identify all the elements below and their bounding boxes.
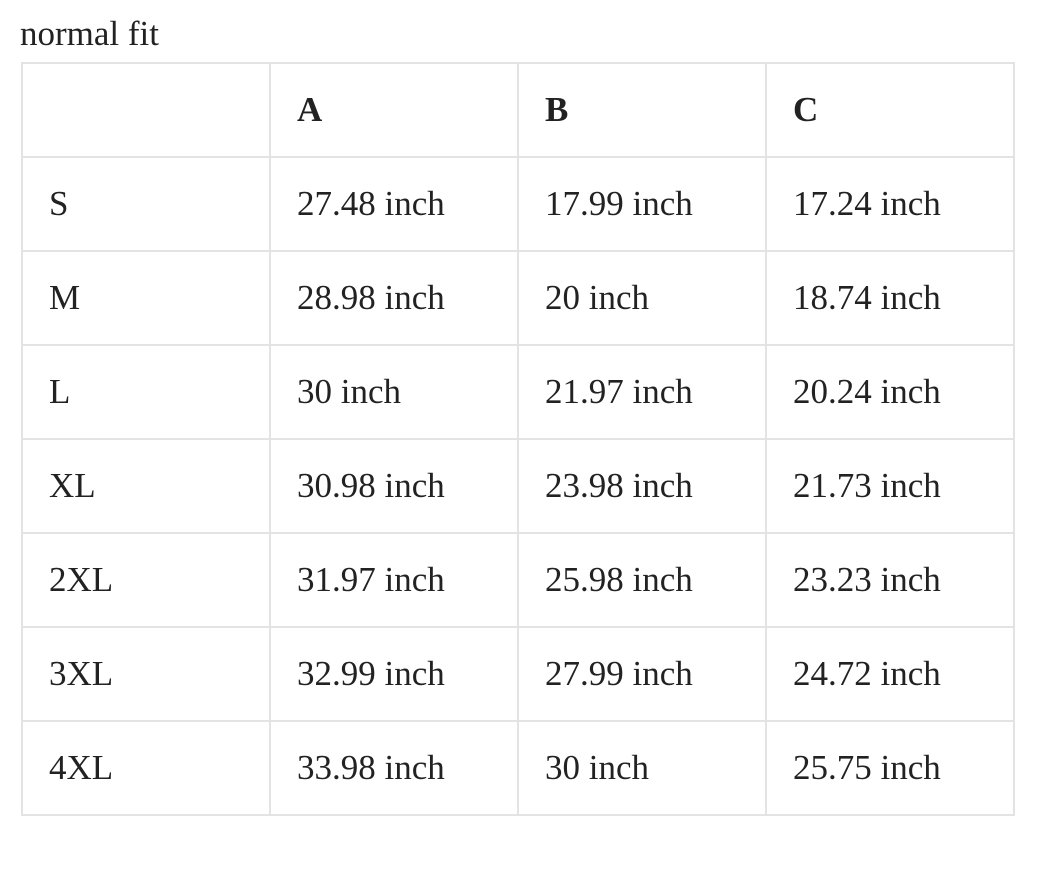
- table-row: 3XL 32.99 inch 27.99 inch 24.72 inch: [21, 626, 1015, 722]
- measure-cell: 32.99 inch: [269, 626, 519, 722]
- measure-cell: 17.99 inch: [517, 156, 767, 252]
- size-cell: M: [21, 250, 271, 346]
- table-row: 2XL 31.97 inch 25.98 inch 23.23 inch: [21, 532, 1015, 628]
- header-cell: B: [517, 62, 767, 158]
- measure-cell: 25.75 inch: [765, 720, 1015, 816]
- measure-cell: 17.24 inch: [765, 156, 1015, 252]
- measure-cell: 20 inch: [517, 250, 767, 346]
- size-cell: L: [21, 344, 271, 440]
- table-body: S 27.48 inch 17.99 inch 17.24 inch M 28.98 in…: [21, 156, 1015, 816]
- table-row: XL 30.98 inch 23.98 inch 21.73 inch: [21, 438, 1015, 534]
- table-row: 4XL 33.98 inch 30 inch 25.75 inch: [21, 720, 1015, 816]
- measure-cell: 30.98 inch: [269, 438, 519, 534]
- measure-cell: 23.98 inch: [517, 438, 767, 534]
- measure-cell: 27.48 inch: [269, 156, 519, 252]
- measure-cell: 18.74 inch: [765, 250, 1015, 346]
- measure-cell: 27.99 inch: [517, 626, 767, 722]
- measure-cell: 21.97 inch: [517, 344, 767, 440]
- size-cell: 3XL: [21, 626, 271, 722]
- table-row: S 27.48 inch 17.99 inch 17.24 inch: [21, 156, 1015, 252]
- corner-cell: [21, 62, 271, 158]
- table-row: L 30 inch 21.97 inch 20.24 inch: [21, 344, 1015, 440]
- measure-cell: 28.98 inch: [269, 250, 519, 346]
- measure-cell: 21.73 inch: [765, 438, 1015, 534]
- measure-cell: 24.72 inch: [765, 626, 1015, 722]
- measure-cell: 23.23 inch: [765, 532, 1015, 628]
- size-cell: 4XL: [21, 720, 271, 816]
- table-row: M 28.98 inch 20 inch 18.74 inch: [21, 250, 1015, 346]
- size-cell: 2XL: [21, 532, 271, 628]
- measure-cell: 25.98 inch: [517, 532, 767, 628]
- measure-cell: 30 inch: [269, 344, 519, 440]
- header-cell: C: [765, 62, 1015, 158]
- measure-cell: 31.97 inch: [269, 532, 519, 628]
- size-cell: S: [21, 156, 271, 252]
- measure-cell: 30 inch: [517, 720, 767, 816]
- measure-cell: 20.24 inch: [765, 344, 1015, 440]
- header-cell: A: [269, 62, 519, 158]
- size-cell: XL: [21, 438, 271, 534]
- measure-cell: 33.98 inch: [269, 720, 519, 816]
- caption: normal fit: [20, 14, 159, 53]
